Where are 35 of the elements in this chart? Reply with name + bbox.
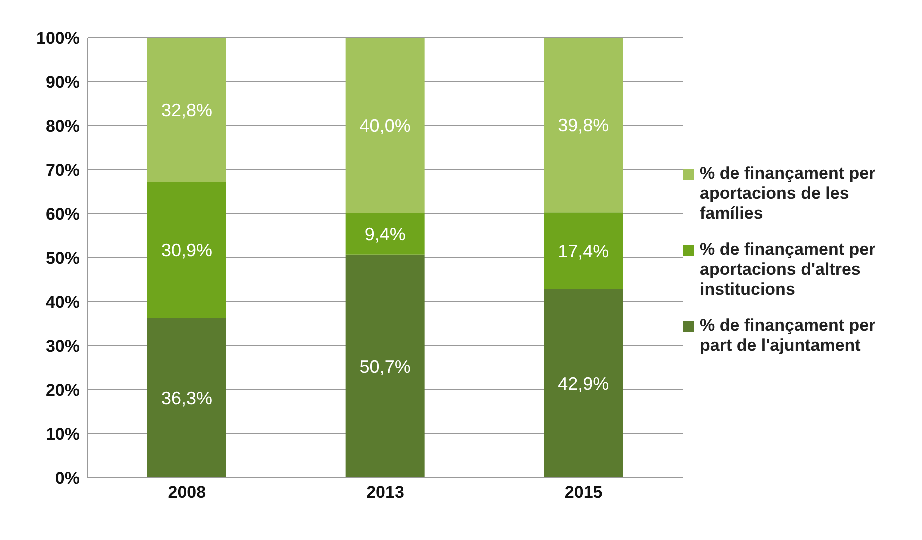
legend-label: % de finançament per aportacions de les famílies (700, 164, 877, 224)
bar (148, 38, 226, 182)
legend-label: % de finançament per part de l'ajuntament (700, 316, 877, 356)
y-tick-label: 50% (46, 249, 80, 268)
y-tick-label: 90% (46, 73, 80, 92)
bar (346, 38, 425, 214)
bar (346, 254, 425, 478)
data-label: 9,4% (364, 224, 406, 245)
data-label: 32,8% (161, 100, 213, 121)
y-tick-label: 100% (36, 29, 80, 48)
data-label: 36,3% (161, 388, 213, 409)
x-tick-label: 2013 (366, 483, 404, 502)
bar (148, 318, 226, 478)
legend-label: % de finançament per aportacions d'altres institucions (700, 240, 877, 300)
y-tick-label: 60% (46, 205, 80, 224)
y-tick-label: 80% (46, 117, 80, 136)
y-tick-label: 20% (46, 381, 80, 400)
data-label: 30,9% (161, 240, 213, 261)
data-label: 42,9% (558, 374, 610, 394)
data-label: 39,8% (558, 116, 610, 136)
bar (148, 182, 226, 318)
data-label: 17,4% (558, 241, 610, 262)
x-tick-label: 2008 (168, 483, 206, 502)
bar (544, 38, 624, 213)
data-label: 50,7% (360, 356, 411, 377)
bar (544, 212, 624, 290)
bar (346, 214, 425, 255)
y-tick-label: 40% (46, 293, 80, 312)
y-tick-label: 70% (46, 161, 80, 180)
y-tick-label: 10% (46, 425, 80, 444)
y-tick-label: 30% (46, 337, 80, 356)
bar (544, 289, 624, 478)
data-label: 40,0% (360, 116, 411, 136)
y-tick-label: 0% (55, 469, 80, 488)
x-tick-label: 2015 (564, 483, 603, 502)
